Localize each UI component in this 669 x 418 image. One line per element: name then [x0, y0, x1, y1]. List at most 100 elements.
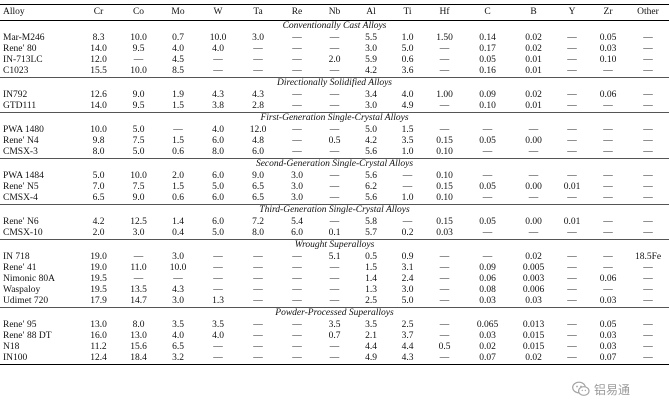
composition-cell: —: [567, 295, 577, 306]
composition-cell: 8.0: [212, 146, 224, 157]
composition-cell: —: [603, 284, 613, 295]
column-header: B: [530, 6, 537, 17]
composition-cell: 9.0: [132, 192, 145, 203]
composition-cell: 2.4: [401, 273, 414, 284]
composition-cell: 0.14: [479, 32, 496, 43]
column-header: Cr: [93, 6, 104, 17]
composition-cell: 6.0: [212, 170, 224, 181]
composition-cell: 18.5Fe: [634, 251, 662, 262]
table-row: C1023 15.5 10.0 8.5 — — — — 4.2 3.6 — 0.16 0.01 — — —: [0, 66, 669, 78]
composition-cell: —: [567, 192, 577, 203]
column-header: Y: [568, 6, 576, 17]
composition-cell: 12.0: [249, 124, 267, 135]
header-row: Alloy Cr Co Mo W Ta Re Nb Al Ti Hf C B Y Zr Other: [0, 4, 669, 21]
composition-cell: 12.5: [130, 216, 147, 227]
composition-cell: 10.0: [130, 170, 147, 181]
composition-cell: 3.4: [365, 89, 377, 100]
composition-cell: 0.03: [599, 330, 617, 341]
composition-cell: —: [482, 170, 493, 181]
composition-cell: —: [643, 43, 653, 54]
alloy-group: Directionally Solidified Alloys IN792 12.6…: [0, 77, 669, 113]
section-title: Powder-Processed Superalloys: [275, 308, 394, 319]
composition-cell: 0.09: [479, 89, 496, 100]
table-row: IN100 12.4 18.4 3.2 — — — — 4.9 4.3 — 0.07 0.02 — 0.07…: [0, 353, 669, 365]
composition-cell: —: [643, 100, 653, 111]
composition-cell: —: [603, 65, 613, 76]
composition-cell: —: [329, 65, 340, 76]
composition-cell: —: [253, 284, 263, 295]
composition-cell: —: [253, 65, 263, 76]
composition-cell: 16.0: [90, 330, 107, 341]
composition-cell: 10.0: [209, 32, 227, 43]
composition-cell: 1.0: [401, 32, 414, 43]
section-title: Second-Generation Single-Crystal Alloys: [255, 159, 414, 170]
composition-cell: 0.10: [479, 100, 496, 111]
composition-cell: 5.0: [92, 170, 105, 181]
composition-cell: —: [329, 284, 340, 295]
composition-cell: —: [253, 295, 263, 306]
composition-cell: —: [482, 124, 493, 135]
composition-cell: —: [292, 341, 302, 352]
composition-cell: 1.5: [365, 262, 377, 273]
composition-cell: 0.05: [479, 181, 496, 192]
composition-cell: —: [603, 262, 613, 273]
composition-cell: —: [567, 170, 577, 181]
composition-cell: —: [482, 192, 493, 203]
composition-cell: —: [603, 124, 613, 135]
composition-cell: 5.8: [365, 216, 377, 227]
composition-cell: —: [329, 170, 340, 181]
composition-cell: —: [439, 273, 450, 284]
composition-cell: 3.0: [252, 32, 264, 43]
composition-cell: —: [603, 216, 613, 227]
composition-cell: 5.0: [401, 295, 414, 306]
column-header: Mo: [171, 6, 185, 17]
composition-cell: 0.003: [522, 273, 545, 284]
composition-cell: 0.16: [479, 65, 496, 76]
alloy-name-cell: Rene′ N6: [3, 216, 39, 227]
composition-cell: —: [329, 262, 340, 273]
composition-cell: 0.01: [563, 216, 581, 227]
composition-cell: 3.0: [291, 192, 303, 203]
composition-cell: —: [567, 341, 577, 352]
composition-cell: 4.2: [365, 65, 377, 76]
composition-cell: —: [439, 262, 450, 273]
composition-cell: —: [567, 227, 577, 238]
composition-cell: —: [253, 330, 263, 341]
composition-cell: 0.03: [599, 295, 617, 306]
composition-cell: 10.0: [130, 32, 147, 43]
composition-cell: 0.03: [599, 43, 617, 54]
composition-cell: 3.0: [291, 181, 303, 192]
composition-cell: 3.0: [132, 227, 145, 238]
composition-cell: —: [173, 273, 183, 284]
alloy-name-cell: GTD111: [3, 100, 37, 111]
composition-cell: —: [603, 100, 613, 111]
composition-cell: 5.9: [365, 54, 377, 65]
alloy-group: Second-Generation Single-Crystal Alloys P…: [0, 158, 669, 205]
composition-cell: —: [439, 54, 450, 65]
composition-cell: 1.5: [172, 135, 184, 146]
composition-cell: —: [213, 262, 223, 273]
composition-cell: 2.5: [365, 295, 377, 306]
composition-cell: 0.09: [479, 262, 496, 273]
composition-cell: —: [567, 54, 577, 65]
composition-cell: —: [213, 251, 223, 262]
composition-cell: 5.1: [328, 251, 341, 262]
composition-cell: 0.6: [172, 192, 184, 203]
alloy-group: First-Generation Single-Crystal Alloys PW…: [0, 112, 669, 159]
composition-cell: 0.03: [525, 295, 542, 306]
composition-cell: 0.07: [479, 352, 496, 363]
composition-cell: 1.4: [365, 273, 377, 284]
column-header: Hf: [439, 6, 450, 17]
composition-cell: —: [439, 65, 450, 76]
composition-cell: —: [329, 181, 340, 192]
composition-cell: —: [528, 146, 539, 157]
composition-cell: 5.0: [365, 124, 377, 135]
composition-cell: —: [603, 170, 613, 181]
alloy-name-cell: CMSX-4: [3, 192, 38, 203]
alloy-name-cell: IN100: [3, 352, 28, 363]
table-row: Rene′ N4 9.8 7.5 1.5 6.0 4.8 — 0.5 4.2 3.5 0.15 0.0…: [0, 136, 669, 147]
composition-cell: —: [567, 32, 577, 43]
composition-cell: 0.02: [479, 341, 496, 352]
composition-cell: 0.06: [599, 89, 617, 100]
column-header: Ta: [253, 6, 263, 17]
